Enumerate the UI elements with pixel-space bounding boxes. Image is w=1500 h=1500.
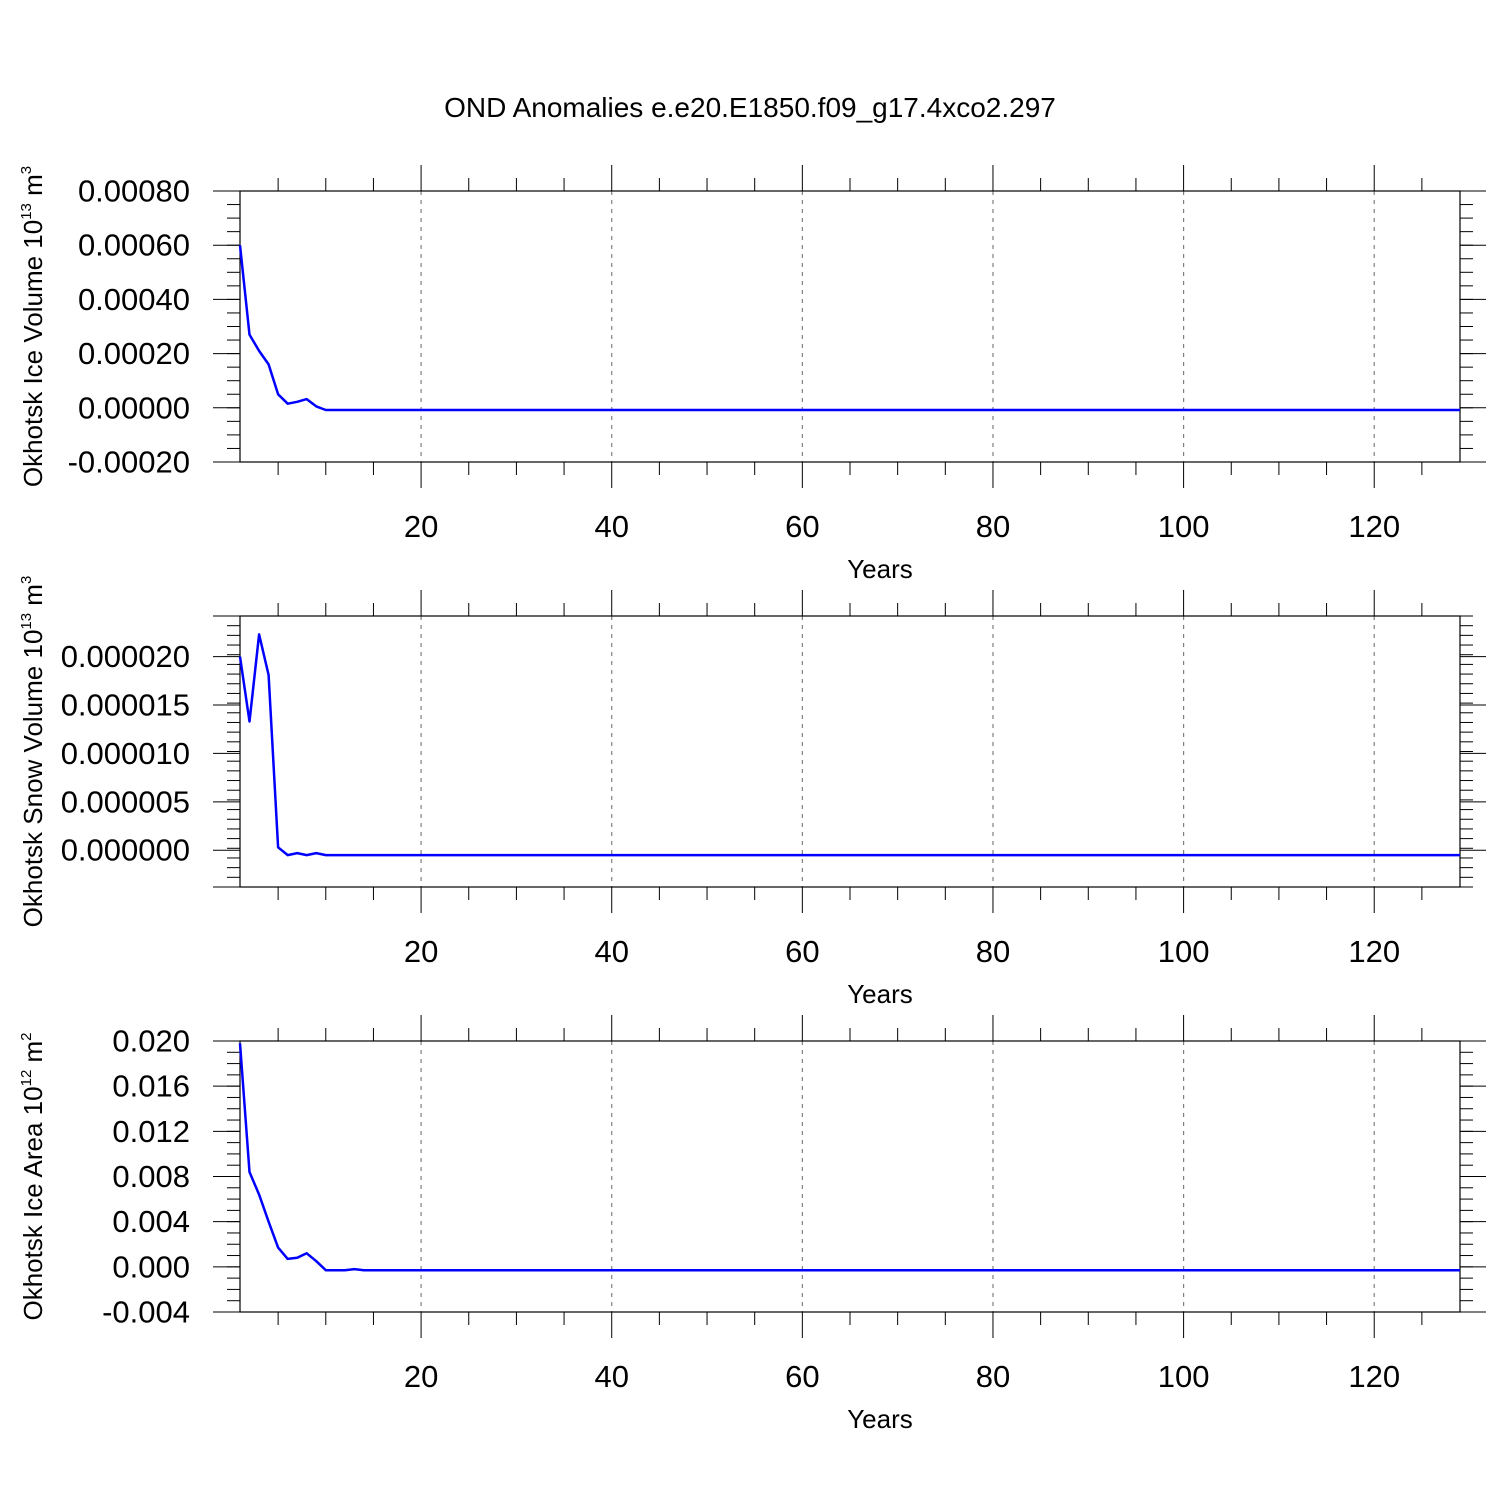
y-tick-label: 0.000010 (61, 736, 190, 771)
y-axis-label: Okhotsk Ice Volume 1013 m3 (18, 166, 48, 487)
y-tick-label: -0.004 (102, 1295, 190, 1330)
y-tick-label: 0.000020 (61, 639, 190, 674)
y-tick-label: 0.00040 (78, 282, 190, 317)
x-tick-label: 100 (1158, 1359, 1210, 1394)
y-tick-label: 0.000005 (61, 784, 190, 819)
y-axis-label: Okhotsk Ice Area 1012 m2 (18, 1032, 48, 1320)
series-line (238, 245, 1460, 412)
x-axis-label: Years (847, 979, 913, 1009)
x-tick-label: 20 (404, 934, 438, 969)
chart-title: OND Anomalies e.e20.E1850.f09_g17.4xco2.… (444, 92, 1056, 123)
x-tick-label: 40 (594, 509, 628, 544)
x-tick-label: 100 (1158, 509, 1210, 544)
y-tick-label: 0.000000 (61, 833, 190, 868)
panel-1: -0.00020 0.00000 0.00020 0.00040 0.00060 0.00… (18, 165, 1486, 584)
plot-frame (239, 190, 1461, 463)
x-tick-label: 20 (404, 1359, 438, 1394)
y-tick-label: 0.012 (112, 1114, 190, 1149)
x-tick-label: 60 (785, 934, 819, 969)
x-tick-label: 120 (1348, 1359, 1400, 1394)
x-tick-label: 20 (404, 509, 438, 544)
y-tick-label: 0.000 (112, 1249, 190, 1284)
y-tick-label: 0.020 (112, 1024, 190, 1059)
y-tick-label: 0.00020 (78, 336, 190, 371)
panel-2: 0.000000 0.000005 0.000010 0.000015 0.000020… (18, 576, 1486, 1009)
y-tick-label: -0.00020 (68, 445, 190, 480)
panel-3: -0.004 0.000 0.004 0.008 0.012 0.016 0.020 20 40… (18, 1015, 1486, 1434)
y-tick-label: 0.00080 (78, 174, 190, 209)
x-axis-label: Years (847, 554, 913, 584)
y-tick-label: 0.016 (112, 1069, 190, 1104)
series-line (238, 1043, 1460, 1272)
y-tick-label: 0.004 (112, 1204, 190, 1239)
y-tick-label: 0.00060 (78, 228, 190, 263)
plot-frame (239, 615, 1461, 888)
x-tick-label: 80 (976, 934, 1010, 969)
x-axis-label: Years (847, 1404, 913, 1434)
y-tick-label: 0.00000 (78, 390, 190, 425)
x-tick-label: 120 (1348, 509, 1400, 544)
x-tick-label: 60 (785, 1359, 819, 1394)
y-tick-label: 0.008 (112, 1159, 190, 1194)
x-tick-label: 40 (594, 934, 628, 969)
x-tick-label: 100 (1158, 934, 1210, 969)
x-tick-label: 80 (976, 509, 1010, 544)
x-tick-label: 80 (976, 1359, 1010, 1394)
panels: -0.000200.000000.000200.000400.000600.00… (18, 165, 1486, 1434)
series-line (238, 633, 1460, 857)
x-tick-label: 40 (594, 1359, 628, 1394)
y-tick-label: 0.000015 (61, 688, 190, 723)
y-axis-label: Okhotsk Snow Volume 1013 m3 (18, 576, 48, 928)
x-tick-label: 60 (785, 509, 819, 544)
x-tick-label: 120 (1348, 934, 1400, 969)
